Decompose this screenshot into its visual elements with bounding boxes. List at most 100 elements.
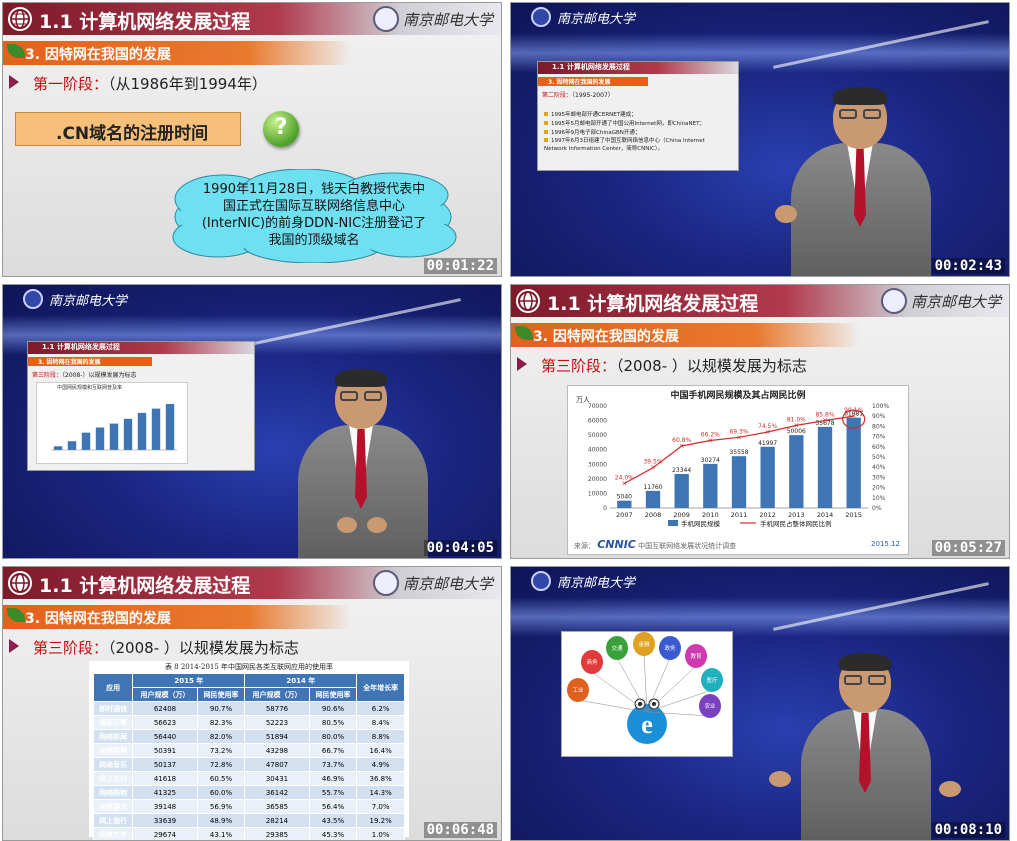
bar-data-label: 5040: [617, 494, 632, 501]
balloon: [567, 678, 589, 702]
table-cell: 1.0%: [356, 827, 405, 840]
mini-chart: 中国网民规模和互联网普及率: [36, 382, 188, 464]
leaf-icon: [7, 44, 25, 58]
arrow-marker-icon: [517, 357, 527, 371]
table-row-header: 即时通信: [92, 701, 134, 716]
balloon: [699, 694, 721, 718]
bar: [645, 490, 661, 508]
legend-label: 手机网民占整体网民比例: [760, 519, 832, 528]
video-thumbnail-1[interactable]: 1.1 计算机网络发展过程 南京邮电大学 3. 因特网在我国的发展 第一阶段：（…: [2, 2, 502, 277]
balloon-string: [646, 665, 697, 713]
y-left-tick-label: 40000: [588, 447, 607, 454]
table-cell: 55.7%: [308, 785, 358, 800]
balloon-illustration: e 商务 交通 金融 政务 教育 医疗 工业 农业: [561, 631, 733, 757]
table-cell: 56440: [132, 729, 198, 744]
y-right-tick-label: 90%: [872, 413, 886, 420]
table-cell: 36585: [244, 799, 310, 814]
mini-bar: [151, 408, 161, 450]
bar: [703, 463, 718, 508]
table-cell: 4.9%: [356, 757, 405, 772]
y-axis-label: 万人: [576, 396, 590, 404]
x-tick-label: 2013: [788, 511, 805, 519]
table-row-header: 搜索引擎: [92, 715, 134, 730]
university-seal-icon: [531, 571, 551, 591]
balloon: [633, 632, 655, 656]
table-header: 全年增长率: [356, 673, 405, 702]
mini-bullet: 1995年5月邮电部开通了中国公用Internet网，即ChinaNET；: [544, 119, 705, 127]
table-cell: 29674: [132, 827, 198, 840]
table-cell: 47807: [244, 757, 310, 772]
table-row-header: 网上支付: [92, 771, 134, 786]
university-seal-icon: [373, 570, 399, 596]
mini-section-title: 3. 因特网在我国的发展: [548, 79, 611, 86]
balloon: [701, 668, 723, 692]
x-tick-label: 2014: [817, 511, 834, 519]
y-left-tick-label: 20000: [588, 476, 607, 483]
chart-source: 来源： CNNIC 中国互联网络发展状况统计调查: [574, 538, 737, 551]
video-thumbnail-3[interactable]: 南京邮电大学 1.1 计算机网络发展过程 3. 因特网在我国的发展 第三阶段：（…: [2, 284, 502, 559]
y-right-tick-label: 70%: [872, 434, 886, 441]
stage-label: 第三阶段：: [541, 357, 617, 375]
presenter: [293, 367, 433, 558]
line-data-label: 66.2%: [701, 431, 720, 438]
section-title: 3. 因特网在我国的发展: [533, 329, 679, 345]
y-right-tick-label: 40%: [872, 464, 886, 471]
table-row: 网络游戏 39148 56.9% 36585 56.4% 7.0%: [92, 799, 405, 814]
timestamp: 00:08:10: [931, 822, 1005, 838]
balloon-string: [577, 699, 648, 713]
x-tick-label: 2011: [731, 511, 748, 519]
table-cell: 36.8%: [356, 771, 405, 786]
table-cell: 46.9%: [308, 771, 358, 786]
line-data-label: 60.8%: [672, 437, 691, 444]
mini-bar: [53, 446, 63, 450]
table-row-header: 网络新闻: [92, 729, 134, 744]
table-cell: 36142: [244, 785, 310, 800]
table-row: 网上支付 41618 60.5% 30431 46.9% 36.8%: [92, 771, 405, 786]
university-seal-icon: [23, 289, 43, 309]
y-left-tick-label: 30000: [588, 461, 607, 468]
video-thumbnail-6[interactable]: 南京邮电大学 e 商务 交通 金融 政务 教育 医疗 工业 农业 00:08:10: [510, 566, 1010, 841]
video-thumbnail-2[interactable]: 南京邮电大学 1.1 计算机网络发展过程 3. 因特网在我国的发展 第二阶段：（…: [510, 2, 1010, 277]
table-cell: 66.7%: [308, 743, 358, 758]
bar-data-label: 23344: [672, 467, 691, 474]
table-year-header: 2015 年: [132, 673, 246, 688]
table-row: 搜索引擎 56623 82.3% 52223 80.5% 8.4%: [92, 715, 405, 730]
balloon-label: 商务: [586, 658, 598, 666]
table-row: 网络新闻 56440 82.0% 51894 80.0% 8.8%: [92, 729, 405, 744]
table-header: 用户规模（万）: [244, 687, 310, 702]
university-name: 南京邮电大学: [403, 575, 494, 593]
table-caption: 表 8 2014-2015 年中国网民各类互联网应用的使用率: [164, 663, 334, 671]
balloon-label: 农业: [704, 702, 716, 710]
legend-swatch-bar: [668, 520, 678, 526]
table-cell: 90.6%: [308, 701, 358, 716]
table-cell: 80.0%: [308, 729, 358, 744]
university-logo: 南京邮电大学: [881, 288, 1001, 314]
table-row-header: 网上银行: [92, 813, 134, 828]
balloon: [659, 636, 681, 660]
studio-university-logo: 南京邮电大学: [23, 289, 153, 311]
table-cell: 43298: [244, 743, 310, 758]
balloon-label: 教育: [690, 652, 702, 660]
line-point: ×: [621, 480, 627, 488]
table-cell: 80.5%: [308, 715, 358, 730]
presenter: [769, 651, 961, 840]
table-cell: 14.3%: [356, 785, 405, 800]
table-row: 网络购物 41325 60.0% 36142 55.7% 14.3%: [92, 785, 405, 800]
table-cell: 29385: [244, 827, 310, 840]
video-thumbnail-4[interactable]: 1.1 计算机网络发展过程 南京邮电大学 3. 因特网在我国的发展 第三阶段：（…: [510, 284, 1010, 559]
table-row-header: 网络游戏: [92, 799, 134, 814]
balloon-string: [616, 657, 648, 713]
video-thumbnail-5[interactable]: 1.1 计算机网络发展过程 南京邮电大学 3. 因特网在我国的发展 第三阶段：（…: [2, 566, 502, 841]
section-banner: 3. 因特网在我国的发展: [511, 323, 860, 347]
mini-bar: [81, 432, 91, 450]
slide-header: 1.1 计算机网络发展过程 南京邮电大学: [3, 3, 501, 35]
university-name: 南京邮电大学: [557, 12, 636, 27]
balloon-label: 政务: [664, 644, 676, 652]
table-header: 用户规模（万）: [132, 687, 198, 702]
university-seal-icon: [373, 6, 399, 32]
table-cell: 6.2%: [356, 701, 405, 716]
y-left-tick-label: 10000: [588, 490, 607, 497]
stage-label: 第一阶段：: [33, 75, 109, 93]
